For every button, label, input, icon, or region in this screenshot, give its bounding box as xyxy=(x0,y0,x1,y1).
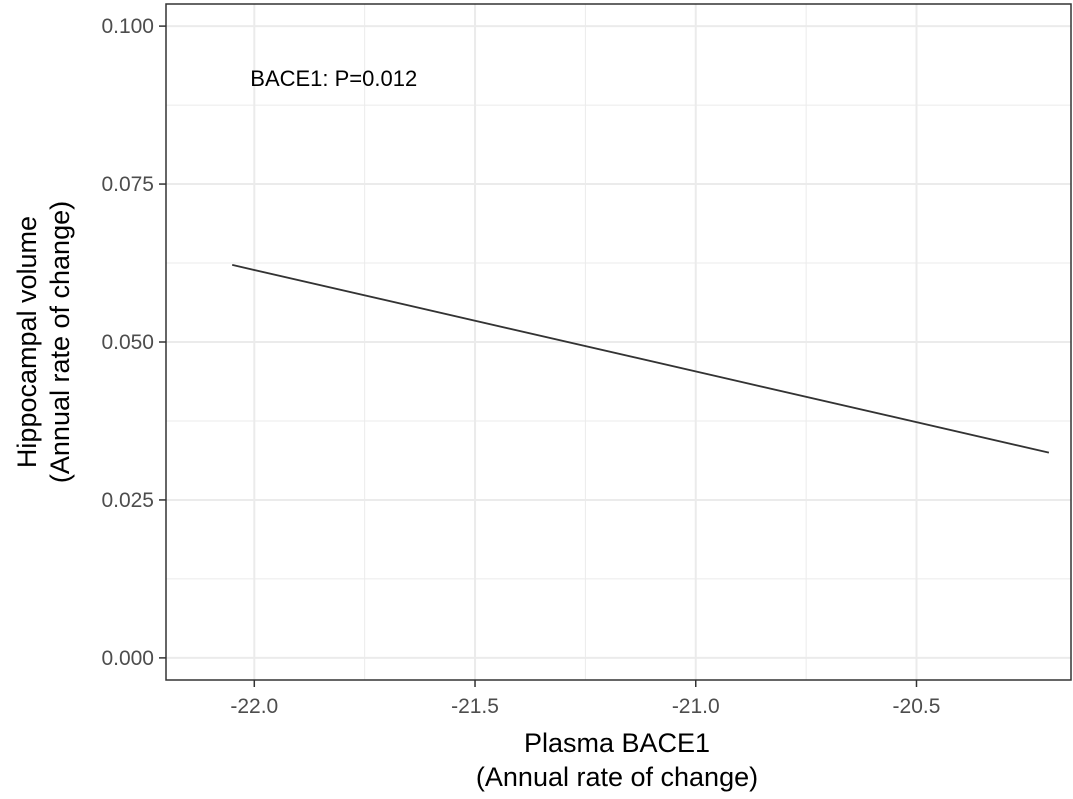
x-axis-title-line2: (Annual rate of change) xyxy=(476,762,758,792)
y-tick-label: 0.100 xyxy=(101,15,154,38)
y-axis-title-line1: Hippocampal volume xyxy=(12,216,42,468)
x-axis-title-line1: Plasma BACE1 xyxy=(524,728,710,758)
regression-line xyxy=(231,264,1050,454)
y-tick-label: 0.000 xyxy=(101,647,154,670)
series-layer xyxy=(231,264,1050,454)
y-tick-label: 0.075 xyxy=(101,173,154,196)
x-ticks: -22.0 -21.5 -21.0 -20.5 xyxy=(230,680,940,718)
annotation-label: BACE1: P=0.012 xyxy=(250,66,417,91)
x-tick-label: -22.0 xyxy=(230,695,278,718)
y-ticks: 0.000 0.025 0.050 0.075 0.100 xyxy=(101,15,166,670)
y-tick-label: 0.025 xyxy=(101,489,154,512)
x-tick-label: -20.5 xyxy=(893,695,941,718)
minor-gridlines xyxy=(166,4,1071,680)
x-tick-label: -21.0 xyxy=(672,695,720,718)
y-axis-title-line2: (Annual rate of change) xyxy=(45,201,75,483)
major-gridlines xyxy=(166,4,1071,680)
y-tick-label: 0.050 xyxy=(101,331,154,354)
x-tick-label: -21.5 xyxy=(451,695,499,718)
